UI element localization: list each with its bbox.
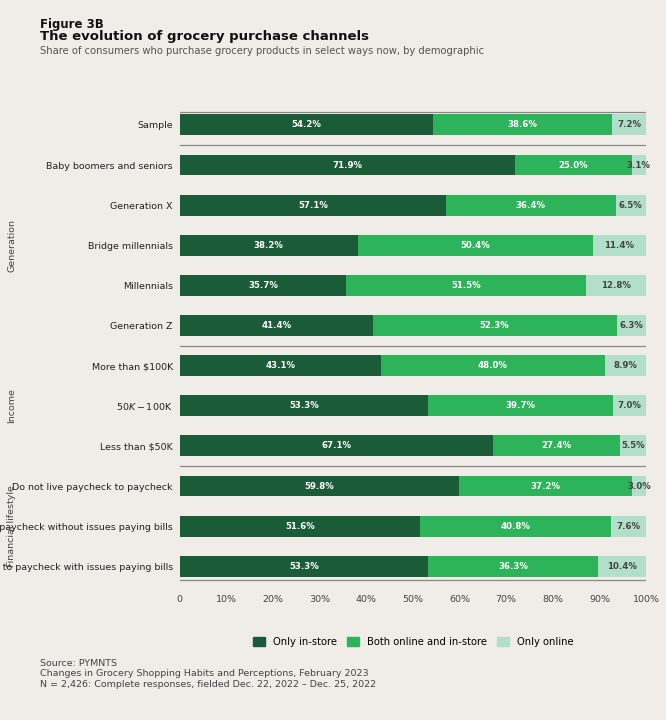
Text: 3.1%: 3.1% xyxy=(627,161,651,169)
Bar xyxy=(180,436,493,456)
Text: 67.1%: 67.1% xyxy=(321,441,351,451)
Text: 48.0%: 48.0% xyxy=(478,361,507,370)
Text: 51.5%: 51.5% xyxy=(452,281,481,290)
Bar xyxy=(180,114,432,135)
Text: 52.3%: 52.3% xyxy=(480,321,509,330)
Text: 3.0%: 3.0% xyxy=(627,482,651,490)
Bar xyxy=(180,556,428,577)
Bar xyxy=(611,516,646,536)
Bar xyxy=(180,155,515,176)
Bar xyxy=(373,315,617,336)
Bar xyxy=(620,436,646,456)
Bar xyxy=(180,395,428,416)
Text: 57.1%: 57.1% xyxy=(298,201,328,210)
Bar xyxy=(180,476,459,497)
Bar xyxy=(515,155,631,176)
Text: 54.2%: 54.2% xyxy=(291,120,321,130)
Text: 41.4%: 41.4% xyxy=(261,321,292,330)
Text: 7.6%: 7.6% xyxy=(616,522,640,531)
Bar xyxy=(597,556,646,577)
Text: 8.9%: 8.9% xyxy=(613,361,637,370)
Bar xyxy=(493,436,620,456)
Text: 53.3%: 53.3% xyxy=(289,562,319,571)
Legend: Only in-store, Both online and in-store, Only online: Only in-store, Both online and in-store,… xyxy=(252,636,573,647)
Bar xyxy=(420,516,611,536)
Bar xyxy=(381,355,605,376)
Text: 51.6%: 51.6% xyxy=(285,522,315,531)
Bar xyxy=(180,315,373,336)
Text: Source: PYMNTS
Changes in Grocery Shopping Habits and Perceptions, February 2023: Source: PYMNTS Changes in Grocery Shoppi… xyxy=(40,659,376,688)
Bar xyxy=(631,155,646,176)
Text: 38.6%: 38.6% xyxy=(507,120,537,130)
Bar xyxy=(428,556,597,577)
Bar xyxy=(459,476,632,497)
Text: 36.3%: 36.3% xyxy=(498,562,528,571)
Text: 12.8%: 12.8% xyxy=(601,281,631,290)
Text: 39.7%: 39.7% xyxy=(506,401,536,410)
Bar xyxy=(180,235,358,256)
Text: 5.5%: 5.5% xyxy=(621,441,645,451)
Bar xyxy=(432,114,613,135)
Text: 6.3%: 6.3% xyxy=(619,321,643,330)
Text: 27.4%: 27.4% xyxy=(541,441,571,451)
Text: The evolution of grocery purchase channels: The evolution of grocery purchase channe… xyxy=(40,30,369,43)
Bar xyxy=(180,194,446,215)
Bar xyxy=(180,516,420,536)
Text: 11.4%: 11.4% xyxy=(605,240,635,250)
Text: Financial lifestyle: Financial lifestyle xyxy=(7,485,17,567)
Text: Figure 3B: Figure 3B xyxy=(40,18,104,31)
Text: 38.2%: 38.2% xyxy=(254,240,284,250)
Text: 71.9%: 71.9% xyxy=(332,161,362,169)
Text: 59.8%: 59.8% xyxy=(304,482,334,490)
Bar xyxy=(180,275,346,296)
Bar xyxy=(180,355,381,376)
Text: Income: Income xyxy=(7,388,17,423)
Bar xyxy=(358,235,593,256)
Bar xyxy=(605,355,646,376)
Text: 7.0%: 7.0% xyxy=(618,401,641,410)
Text: 36.4%: 36.4% xyxy=(516,201,546,210)
Text: 7.2%: 7.2% xyxy=(617,120,641,130)
Text: 35.7%: 35.7% xyxy=(248,281,278,290)
Text: Generation: Generation xyxy=(7,219,17,271)
Text: 40.8%: 40.8% xyxy=(501,522,530,531)
Text: 50.4%: 50.4% xyxy=(460,240,490,250)
Bar xyxy=(346,275,586,296)
Bar xyxy=(617,315,646,336)
Text: 25.0%: 25.0% xyxy=(559,161,588,169)
Bar xyxy=(615,194,646,215)
Bar xyxy=(428,395,613,416)
Text: 10.4%: 10.4% xyxy=(607,562,637,571)
Text: Share of consumers who purchase grocery products in select ways now, by demograp: Share of consumers who purchase grocery … xyxy=(40,46,484,56)
Text: 6.5%: 6.5% xyxy=(619,201,643,210)
Bar xyxy=(632,476,646,497)
Bar xyxy=(446,194,615,215)
Bar xyxy=(586,275,646,296)
Text: 43.1%: 43.1% xyxy=(265,361,295,370)
Text: 53.3%: 53.3% xyxy=(289,401,319,410)
Text: 37.2%: 37.2% xyxy=(530,482,560,490)
Bar xyxy=(613,114,646,135)
Bar xyxy=(613,395,646,416)
Bar xyxy=(593,235,646,256)
